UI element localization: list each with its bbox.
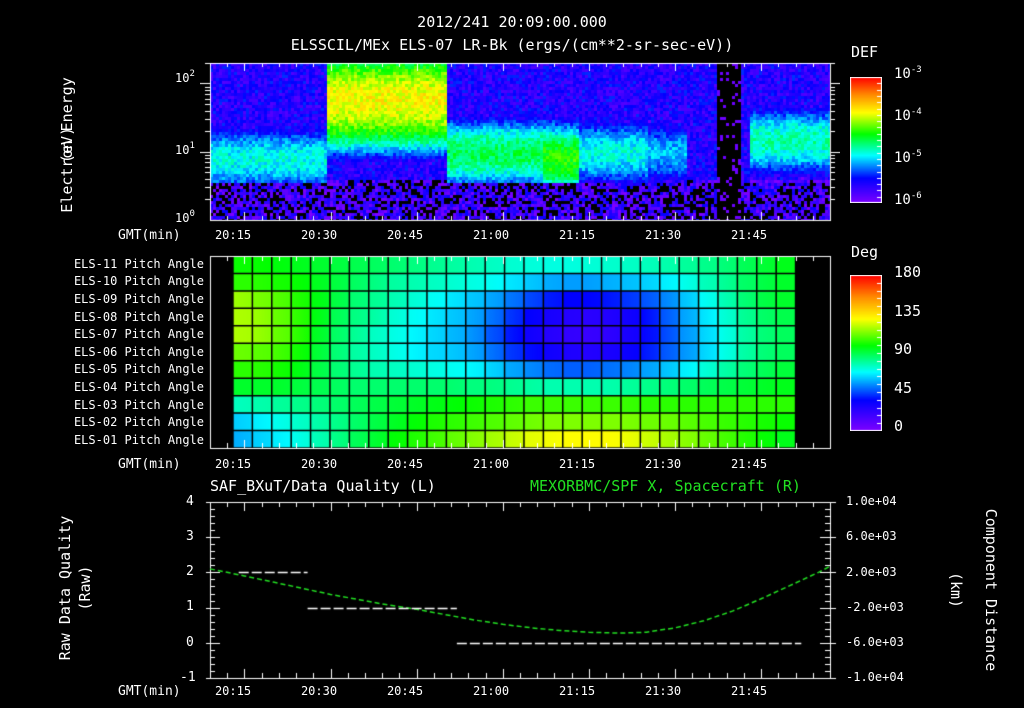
pitch-row-label: ELS-10 Pitch Angle: [73, 274, 204, 288]
quality-ylabel-right: Component Distance: [982, 508, 1000, 672]
def-colorbar-title: DEF: [851, 43, 879, 61]
energy-xlabel: GMT(min): [118, 228, 181, 243]
energy-ytick-100: 102: [175, 69, 195, 85]
quality-ylabel-left-units: (Raw): [76, 565, 94, 611]
def-colorbar: [850, 77, 882, 203]
deg-tick: 0: [894, 417, 904, 435]
energy-ylabel-units: (eV): [58, 126, 76, 164]
def-tick: 10-4: [894, 107, 922, 124]
plot-timestamp: 2012/241 20:09:00.000: [417, 13, 607, 31]
xtick: 20:30: [300, 457, 338, 471]
quality-plot: [200, 495, 840, 685]
quality-xlabel: GMT(min): [118, 684, 181, 699]
xtick: 21:30: [644, 684, 682, 698]
xtick: 20:15: [214, 457, 252, 471]
xtick: 21:15: [558, 228, 596, 242]
deg-tick: 90: [894, 340, 913, 358]
xtick: 21:30: [644, 228, 682, 242]
xtick: 21:15: [558, 457, 596, 471]
xtick: 20:30: [300, 684, 338, 698]
deg-colorbar-title: Deg: [851, 243, 879, 261]
quality-ytick-left: 4: [186, 494, 194, 509]
xtick: 21:30: [644, 457, 682, 471]
quality-ylabel-right-units: (km): [947, 571, 965, 609]
quality-ytick-right: -2.0e+03: [846, 600, 904, 614]
xtick: 21:00: [472, 457, 510, 471]
quality-right-title: MEXORBMC/SPF X, Spacecraft (R): [530, 477, 801, 495]
xtick: 20:45: [386, 457, 424, 471]
energy-axes-frame: [200, 55, 840, 230]
pitch-angle-grid: [200, 250, 840, 455]
energy-ytick-10: 101: [175, 141, 195, 157]
xtick: 21:45: [730, 684, 768, 698]
plot-subtitle: ELSSCIL/MEx ELS-07 LR-Bk (ergs/(cm**2-sr…: [290, 36, 734, 54]
xtick: 21:00: [472, 684, 510, 698]
deg-tick: 135: [894, 302, 922, 320]
xtick: 20:45: [386, 228, 424, 242]
quality-ytick-left: 0: [186, 635, 194, 650]
pitch-xlabel: GMT(min): [118, 457, 181, 472]
quality-left-title: SAF_BXuT/Data Quality (L): [210, 477, 436, 495]
xtick: 20:15: [214, 228, 252, 242]
def-tick: 10-3: [894, 65, 922, 82]
def-tick: 10-6: [894, 191, 922, 208]
quality-ytick-right: 1.0e+04: [846, 494, 897, 508]
deg-tick: 45: [894, 379, 913, 397]
xtick: 21:00: [472, 228, 510, 242]
def-tick: 10-5: [894, 149, 922, 166]
pitch-row-label: ELS-06 Pitch Angle: [73, 345, 204, 359]
pitch-row-label: ELS-08 Pitch Angle: [73, 310, 204, 324]
deg-tick: 180: [894, 263, 922, 281]
pitch-row-label: ELS-11 Pitch Angle: [73, 257, 204, 271]
quality-ytick-left: -1: [180, 670, 196, 685]
xtick: 21:45: [730, 228, 768, 242]
xtick: 20:45: [386, 684, 424, 698]
quality-ytick-right: -6.0e+03: [846, 635, 904, 649]
xtick: 20:15: [214, 684, 252, 698]
xtick: 20:30: [300, 228, 338, 242]
quality-ytick-right: -1.0e+04: [846, 670, 904, 684]
quality-ytick-left: 3: [186, 529, 194, 544]
xtick: 21:45: [730, 457, 768, 471]
pitch-row-label: ELS-01 Pitch Angle: [73, 433, 204, 447]
quality-ylabel-left: Raw Data Quality: [56, 515, 74, 661]
pitch-row-label: ELS-03 Pitch Angle: [73, 398, 204, 412]
pitch-row-label: ELS-02 Pitch Angle: [73, 415, 204, 429]
energy-ytick-1: 100: [175, 209, 195, 225]
pitch-row-label: ELS-04 Pitch Angle: [73, 380, 204, 394]
quality-ytick-right: 2.0e+03: [846, 565, 897, 579]
quality-ytick-left: 2: [186, 564, 194, 579]
pitch-row-label: ELS-05 Pitch Angle: [73, 362, 204, 376]
pitch-row-label: ELS-07 Pitch Angle: [73, 327, 204, 341]
pitch-row-label: ELS-09 Pitch Angle: [73, 292, 204, 306]
deg-colorbar: [850, 275, 882, 431]
xtick: 21:15: [558, 684, 596, 698]
quality-ytick-right: 6.0e+03: [846, 529, 897, 543]
quality-ytick-left: 1: [186, 599, 194, 614]
